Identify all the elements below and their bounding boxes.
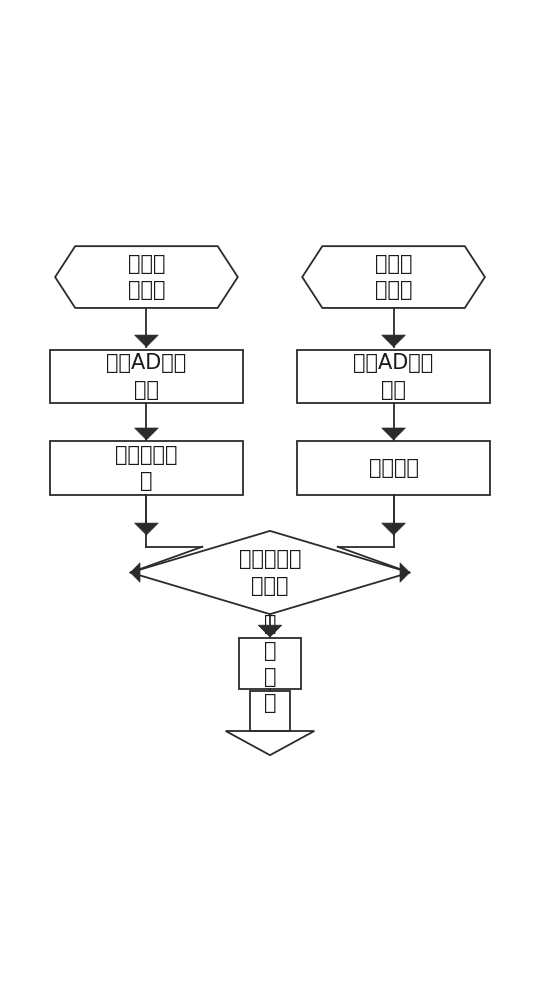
Text: 保
护
出
口: 保 护 出 口 — [264, 614, 276, 713]
Polygon shape — [134, 335, 158, 347]
Bar — [50, 350, 243, 403]
Text: 电压AD采样
计算: 电压AD采样 计算 — [354, 353, 434, 400]
Text: 电流采
样模块: 电流采 样模块 — [127, 254, 165, 300]
Text: 电流AD采样
计算: 电流AD采样 计算 — [106, 353, 186, 400]
Polygon shape — [382, 428, 406, 440]
Polygon shape — [134, 523, 158, 535]
Text: 电压采
样模块: 电压采 样模块 — [375, 254, 413, 300]
Polygon shape — [400, 563, 410, 582]
Bar — [50, 441, 243, 495]
Bar — [250, 691, 290, 731]
Bar — [297, 350, 490, 403]
Polygon shape — [130, 563, 140, 582]
Text: 接地电流上
升: 接地电流上 升 — [115, 445, 178, 491]
Polygon shape — [258, 625, 282, 637]
Polygon shape — [134, 428, 158, 440]
Bar — [239, 638, 301, 689]
Polygon shape — [382, 335, 406, 347]
Bar — [297, 441, 490, 495]
Polygon shape — [382, 523, 406, 535]
Text: 单相接地判
断逻辑: 单相接地判 断逻辑 — [239, 549, 301, 596]
Text: 电压下降: 电压下降 — [369, 458, 419, 478]
